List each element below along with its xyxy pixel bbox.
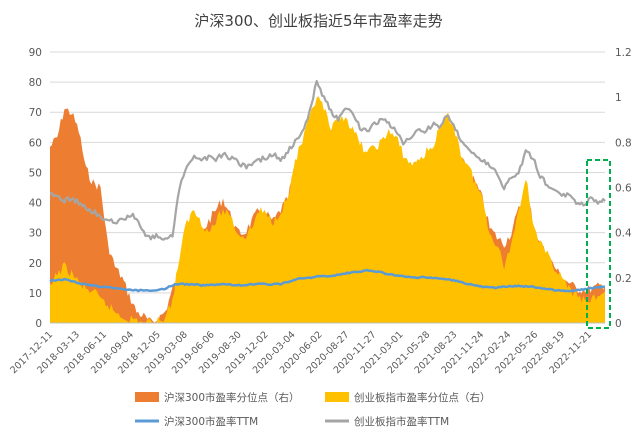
y-left-tick-label: 90: [29, 47, 42, 59]
highlight-box: [586, 159, 611, 329]
y-right-tick-label: 0.6: [615, 183, 632, 195]
legend-item: 创业板指市盈率分位点（右）: [325, 391, 491, 404]
chart-areas: [50, 96, 605, 323]
y-left-tick-label: 20: [29, 258, 42, 270]
legend-item: 沪深300市盈率分位点（右）: [135, 391, 300, 404]
legend-swatch: [135, 392, 159, 402]
chart-title: 沪深300、创业板指近5年市盈率走势: [194, 12, 442, 30]
y-right-tick-label: 0.4: [615, 228, 632, 240]
y-right-tick-label: 1: [615, 92, 622, 104]
legend-item: 沪深300市盈率TTM: [135, 415, 258, 428]
y-right-tick-label: 1.2: [615, 47, 632, 59]
legend-label: 创业板指市盈率分位点（右）: [354, 391, 491, 404]
chart-lines: [49, 79, 606, 293]
highlight-rect: [586, 159, 611, 329]
legend-label: 创业板指市盈率TTM: [354, 415, 449, 428]
y-right-tick-label: 0.2: [615, 273, 632, 285]
y-right-tick-label: 0.8: [615, 137, 632, 149]
y-left-tick-label: 40: [29, 198, 42, 210]
y-left-tick-label: 30: [29, 228, 42, 240]
y-left-tick-label: 50: [29, 167, 42, 179]
legend-swatch: [325, 392, 349, 402]
y-left-tick-label: 80: [29, 77, 42, 89]
y-left-tick-label: 10: [29, 288, 42, 300]
chart-legend: 沪深300市盈率分位点（右） 创业板指市盈率分位点（右） 沪深300市盈率TTM 创业…: [135, 391, 491, 428]
line-series-3: [49, 268, 605, 293]
y-right-tick-label: 0: [615, 318, 622, 330]
legend-item: 创业板指市盈率TTM: [325, 415, 449, 428]
area-series-2: [50, 96, 605, 323]
line-series-4: [49, 79, 606, 241]
legend-label: 沪深300市盈率分位点（右）: [164, 391, 300, 404]
y-left-tick-label: 0: [35, 318, 42, 330]
legend-label: 沪深300市盈率TTM: [164, 415, 258, 428]
y-left-tick-label: 60: [29, 137, 42, 149]
y-left-tick-label: 70: [29, 107, 42, 119]
